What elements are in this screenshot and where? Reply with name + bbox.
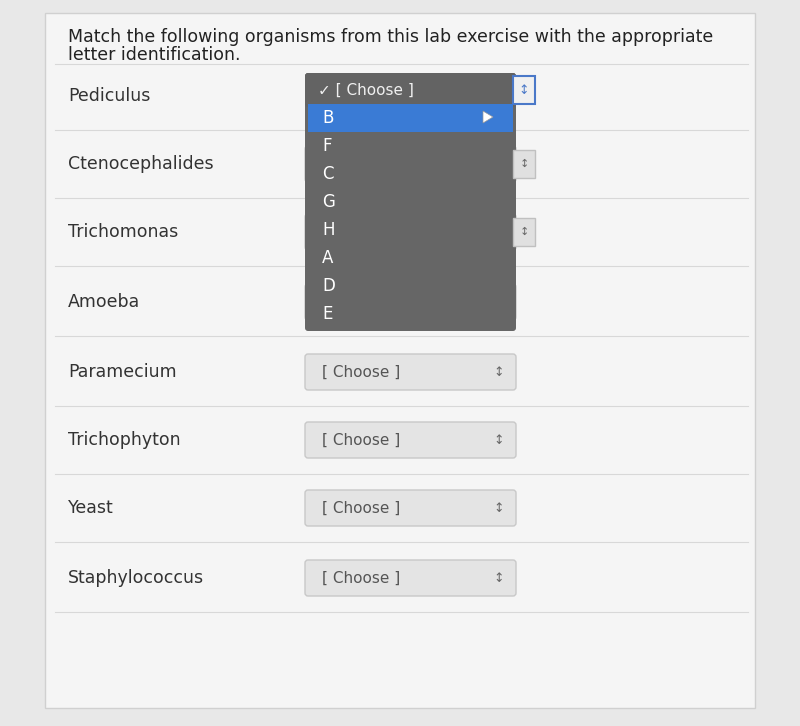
Text: ✓ [ Choose ]: ✓ [ Choose ]	[318, 83, 414, 97]
FancyBboxPatch shape	[305, 422, 516, 458]
Text: ↕: ↕	[494, 433, 504, 446]
Text: C: C	[322, 165, 334, 183]
Text: [ Choose ]: [ Choose ]	[322, 571, 400, 585]
FancyBboxPatch shape	[513, 150, 535, 178]
Text: [ Choose ]: [ Choose ]	[322, 433, 400, 447]
Text: [ Choose ]: [ Choose ]	[322, 224, 400, 240]
FancyBboxPatch shape	[305, 490, 516, 526]
Text: ↕: ↕	[519, 159, 529, 169]
Text: ↕: ↕	[494, 365, 504, 378]
Text: [ Choose ]: [ Choose ]	[322, 295, 400, 309]
Text: Trichomonas: Trichomonas	[68, 223, 178, 241]
Text: ↕: ↕	[494, 158, 504, 171]
Text: D: D	[322, 277, 335, 295]
Text: [ Choose ]: [ Choose ]	[322, 157, 400, 171]
Text: Yeast: Yeast	[68, 499, 114, 517]
Text: ↕: ↕	[494, 226, 504, 239]
FancyBboxPatch shape	[305, 73, 516, 107]
Text: Amoeba: Amoeba	[68, 293, 140, 311]
Text: letter identification.: letter identification.	[68, 46, 241, 64]
FancyBboxPatch shape	[305, 354, 516, 390]
Text: A: A	[322, 249, 334, 267]
FancyBboxPatch shape	[513, 76, 535, 104]
Text: [ Choose ]: [ Choose ]	[322, 364, 400, 380]
Text: Trichophyton: Trichophyton	[68, 431, 181, 449]
Text: E: E	[322, 305, 332, 323]
FancyBboxPatch shape	[45, 13, 755, 708]
FancyBboxPatch shape	[305, 73, 516, 331]
Text: H: H	[322, 221, 334, 239]
Text: ↕: ↕	[494, 571, 504, 584]
Polygon shape	[483, 111, 493, 123]
Text: ↕: ↕	[519, 227, 529, 237]
FancyBboxPatch shape	[305, 560, 516, 596]
FancyBboxPatch shape	[305, 284, 516, 320]
Text: [ Choose ]: [ Choose ]	[322, 500, 400, 515]
FancyBboxPatch shape	[305, 146, 516, 182]
Text: B: B	[322, 109, 334, 127]
Text: F: F	[322, 137, 331, 155]
Text: Match the following organisms from this lab exercise with the appropriate: Match the following organisms from this …	[68, 28, 714, 46]
Text: Staphylococcus: Staphylococcus	[68, 569, 204, 587]
Text: Pediculus: Pediculus	[68, 87, 150, 105]
FancyBboxPatch shape	[513, 218, 535, 246]
Text: Ctenocephalides: Ctenocephalides	[68, 155, 214, 173]
Text: ↕: ↕	[494, 502, 504, 515]
Text: ↕: ↕	[494, 295, 504, 309]
FancyBboxPatch shape	[308, 104, 513, 132]
Text: Paramecium: Paramecium	[68, 363, 177, 381]
FancyBboxPatch shape	[305, 214, 516, 250]
Text: ↕: ↕	[518, 83, 530, 97]
Text: G: G	[322, 193, 335, 211]
